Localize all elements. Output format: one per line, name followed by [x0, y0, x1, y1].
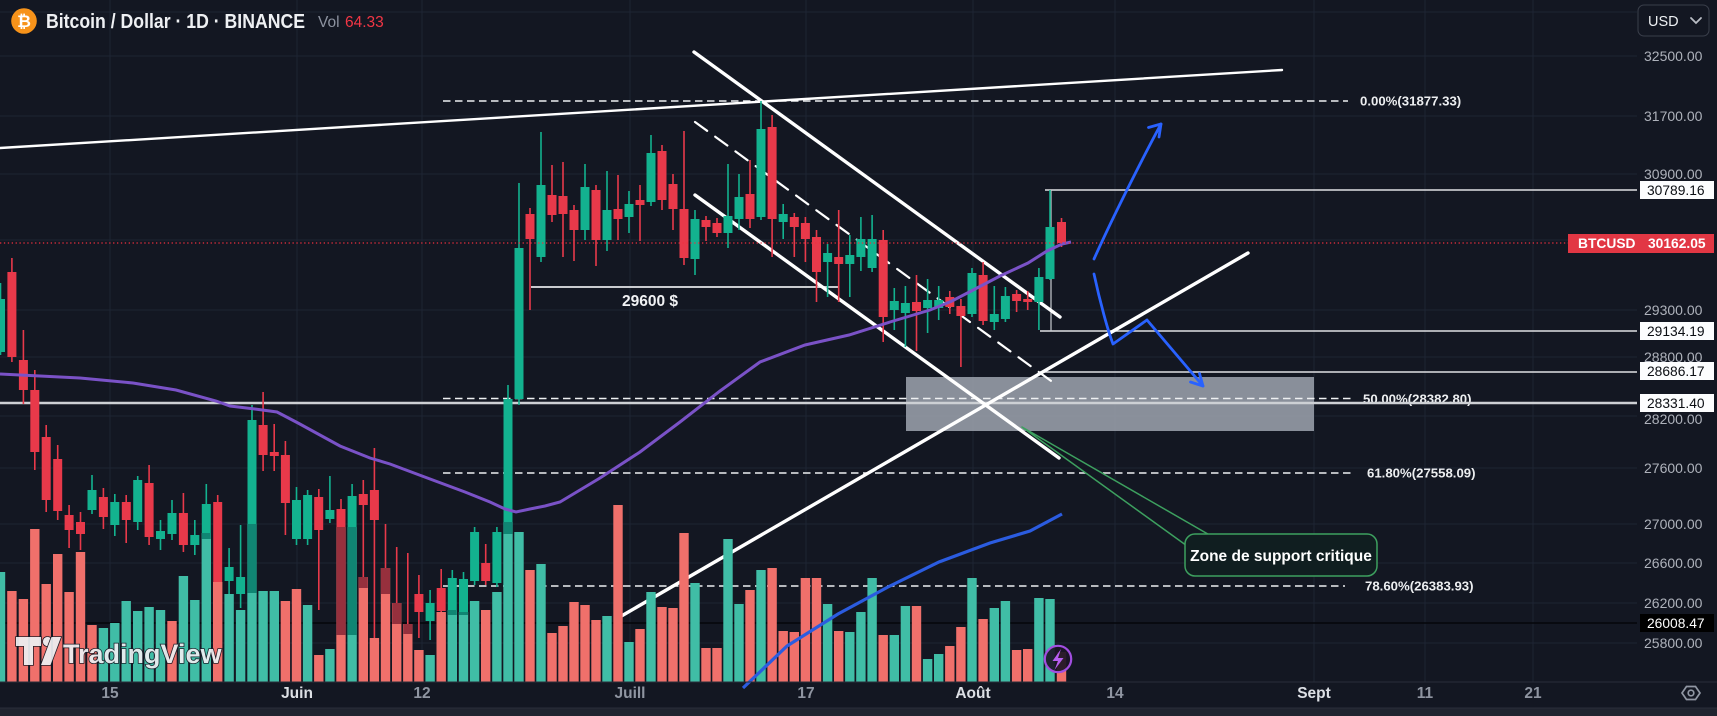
svg-text:12: 12: [413, 685, 430, 702]
svg-text:27600.00: 27600.00: [1644, 460, 1703, 476]
svg-text:Vol: Vol: [318, 14, 340, 31]
svg-text:78.60%(26383.93): 78.60%(26383.93): [1365, 579, 1474, 594]
svg-text:USD: USD: [1648, 14, 1679, 30]
svg-text:61.80%(27558.09): 61.80%(27558.09): [1367, 466, 1476, 481]
svg-text:11: 11: [1417, 685, 1434, 702]
svg-text:30789.16: 30789.16: [1647, 183, 1705, 198]
svg-text:26008.47: 26008.47: [1647, 616, 1705, 631]
svg-text:64.33: 64.33: [345, 14, 384, 31]
svg-text:29600 $: 29600 $: [622, 293, 678, 310]
svg-text:Juin: Juin: [281, 685, 313, 702]
svg-text:25800.00: 25800.00: [1644, 635, 1703, 651]
svg-text:₿: ₿: [17, 12, 31, 31]
svg-text:28200.00: 28200.00: [1644, 411, 1703, 427]
svg-text:30900.00: 30900.00: [1644, 166, 1703, 182]
svg-text:29300.00: 29300.00: [1644, 302, 1703, 318]
svg-text:17: 17: [797, 685, 814, 702]
svg-text:28331.40: 28331.40: [1647, 396, 1705, 411]
svg-text:Sept: Sept: [1297, 685, 1331, 702]
svg-text:32500.00: 32500.00: [1644, 48, 1703, 64]
svg-text:28686.17: 28686.17: [1647, 364, 1705, 379]
svg-text:Août: Août: [955, 685, 990, 702]
svg-text:14: 14: [1106, 685, 1124, 702]
svg-text:21: 21: [1524, 685, 1542, 702]
svg-text:0.00%(31877.33): 0.00%(31877.33): [1360, 94, 1461, 109]
svg-text:28800.00: 28800.00: [1644, 349, 1703, 365]
svg-text:15: 15: [101, 685, 119, 702]
svg-text:31700.00: 31700.00: [1644, 108, 1703, 124]
svg-text:26600.00: 26600.00: [1644, 555, 1703, 571]
svg-text:Juill: Juill: [614, 685, 645, 702]
svg-text:Zone de support critique: Zone de support critique: [1190, 548, 1372, 565]
svg-text:26200.00: 26200.00: [1644, 595, 1703, 611]
svg-text:29134.19: 29134.19: [1647, 324, 1705, 339]
svg-text:30162.05: 30162.05: [1648, 236, 1706, 251]
svg-text:TradingView: TradingView: [63, 639, 223, 669]
svg-text:Bitcoin / Dollar · 1D · BINANC: Bitcoin / Dollar · 1D · BINANCE: [46, 11, 305, 33]
svg-text:BTCUSD: BTCUSD: [1578, 236, 1636, 251]
svg-text:27000.00: 27000.00: [1644, 516, 1703, 532]
